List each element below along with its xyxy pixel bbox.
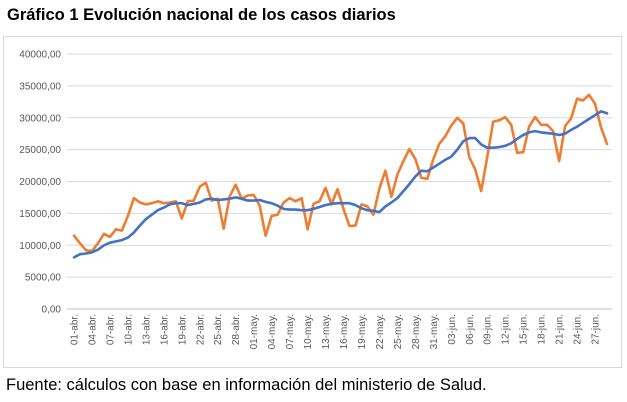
x-tick-label: 19-may.	[357, 314, 368, 349]
x-tick-label: 01-may.	[249, 314, 260, 349]
y-tick-label: 0,00	[42, 305, 62, 316]
x-tick-label: 09-jun.	[483, 314, 494, 345]
source-note: Fuente: cálculos con base en información…	[6, 376, 487, 394]
x-tick-label: 13-may.	[321, 314, 332, 349]
series-lines	[72, 93, 609, 259]
x-tick-label: 13-abr.	[141, 314, 152, 345]
x-tick-label: 21-jun.	[555, 314, 566, 345]
chart-frame	[3, 36, 622, 368]
x-tick-label: 28-abr.	[231, 314, 242, 345]
x-tick-label: 28-may.	[411, 314, 422, 349]
x-tick-label: 27-jun.	[591, 314, 602, 345]
x-tick-label: 22-may.	[375, 314, 386, 349]
x-tick-label: 16-may.	[339, 314, 350, 349]
x-tick-label: 01-abr.	[70, 314, 81, 345]
series-line-blue	[72, 110, 609, 259]
x-tick-label: 04-abr.	[87, 314, 98, 345]
y-tick-label: 40000,00	[19, 50, 61, 61]
x-tick-label: 07-may.	[285, 314, 296, 349]
x-tick-label: 07-abr.	[105, 314, 116, 345]
x-tick-label: 31-may.	[429, 314, 440, 349]
chart-title: Gráfico 1 Evolución nacional de los caso…	[7, 6, 396, 24]
x-tick-label: 04-may.	[267, 314, 278, 349]
x-tick-label: 16-abr.	[159, 314, 170, 345]
y-tick-label: 10000,00	[19, 241, 61, 252]
x-tick-label: 12-jun.	[501, 314, 512, 345]
y-tick-label: 30000,00	[19, 113, 61, 124]
x-tick-label: 19-abr.	[177, 314, 188, 345]
x-tick-label: 25-may.	[393, 314, 404, 349]
gridlines	[67, 53, 612, 278]
series-line-orange	[72, 93, 609, 253]
x-axis-tick-labels: 01-abr. 04-abr. 07-abr. 10-abr. 13-abr. 16-ab…	[70, 314, 602, 349]
y-tick-label: 20000,00	[19, 177, 61, 188]
x-tick-label: 10-may.	[303, 314, 314, 349]
y-axis-tick-labels: 0,00 5000,00 10000,00 15000,00 20000,00 25000…	[19, 50, 61, 316]
x-tick-label: 24-jun.	[573, 314, 584, 345]
x-tick-label: 06-jun.	[465, 314, 476, 345]
x-tick-label: 03-jun.	[447, 314, 458, 345]
y-tick-label: 5000,00	[25, 273, 62, 284]
x-tick-label: 15-jun.	[519, 314, 530, 345]
y-tick-label: 35000,00	[19, 81, 61, 92]
x-tick-label: 10-abr.	[123, 314, 134, 345]
y-tick-label: 25000,00	[19, 145, 61, 156]
x-tick-label: 25-abr.	[213, 314, 224, 345]
x-tick-label: 18-jun.	[537, 314, 548, 345]
y-tick-label: 15000,00	[19, 209, 61, 220]
x-tick-label: 22-abr.	[195, 314, 206, 345]
